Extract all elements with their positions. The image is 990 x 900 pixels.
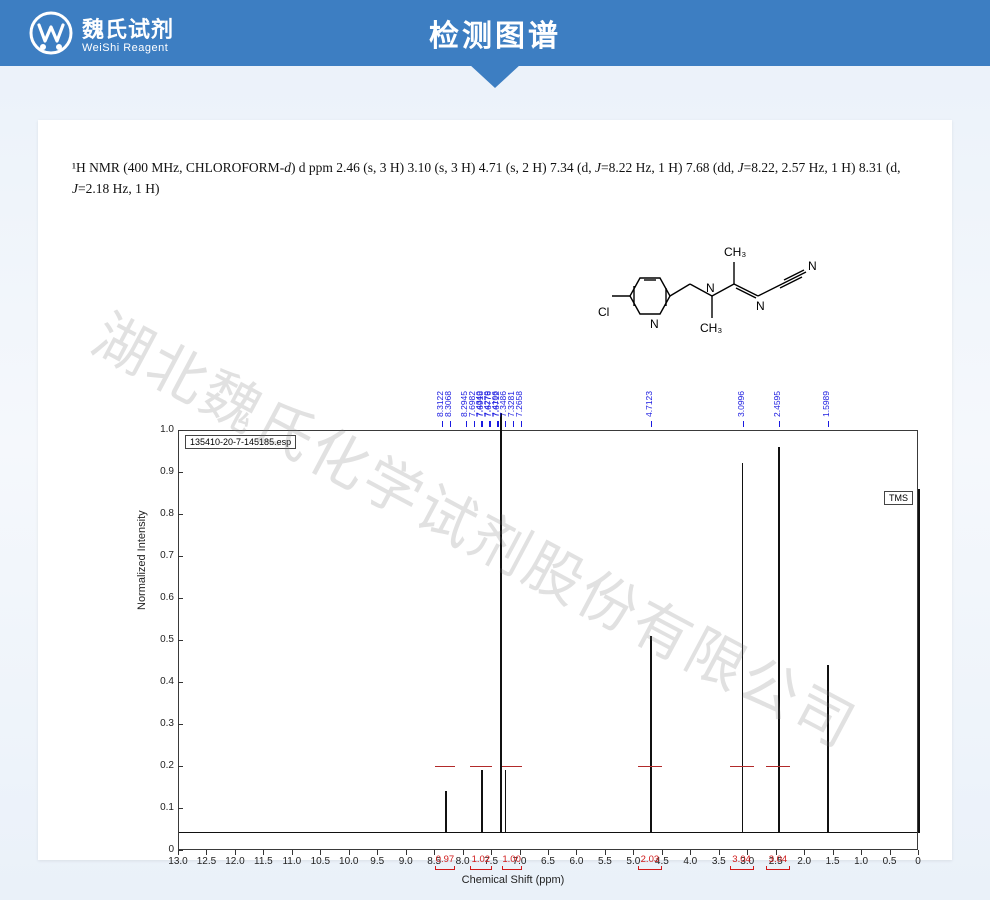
header-bar: 魏氏试剂 WeiShi Reagent 检测图谱 — [0, 0, 990, 66]
x-tick: 1.5 — [826, 856, 840, 867]
tms-label: TMS — [884, 491, 913, 505]
nmr-peak — [505, 770, 507, 833]
chem-n2: N — [706, 281, 715, 295]
y-tick: 0.5 — [150, 634, 174, 645]
x-tick: 13.0 — [168, 856, 187, 867]
peak-ppm-label: 3.0996 — [736, 391, 746, 417]
y-tick: 0.7 — [150, 550, 174, 561]
x-tick: 12.5 — [197, 856, 216, 867]
x-tick: 3.5 — [712, 856, 726, 867]
integral-value: 3.04 — [732, 854, 751, 865]
integral-value: 1.00 — [502, 854, 521, 865]
chem-n3: N — [756, 299, 765, 313]
x-tick: 9.5 — [370, 856, 384, 867]
x-tick: 1.0 — [854, 856, 868, 867]
nmr-peak — [650, 636, 652, 833]
x-tick: 10.5 — [311, 856, 330, 867]
x-tick: 8.0 — [456, 856, 470, 867]
peak-ppm-label: 8.3068 — [443, 391, 453, 417]
j2v: =8.22, 2.57 Hz, 1 H) 8.31 (d, — [744, 160, 901, 175]
nmr-caption-2: ) d ppm 2.46 (s, 3 H) 3.10 (s, 3 H) 4.71… — [291, 160, 595, 175]
x-tick: 11.0 — [282, 856, 301, 867]
x-axis-label: Chemical Shift (ppm) — [462, 874, 565, 886]
x-tick: 12.0 — [225, 856, 244, 867]
page-title: 检测图谱 — [429, 11, 561, 55]
x-tick: 11.5 — [254, 856, 273, 867]
x-tick: 0.5 — [883, 856, 897, 867]
nmr-peak — [500, 413, 502, 833]
chem-cl: Cl — [598, 305, 609, 319]
j1v: =8.22 Hz, 1 H) 7.68 (dd, — [601, 160, 738, 175]
solvent-d: d — [284, 160, 291, 175]
logo-area: 魏氏试剂 WeiShi Reagent — [0, 11, 174, 55]
chem-n1: N — [650, 317, 659, 331]
peak-ppm-label: 1.5989 — [821, 391, 831, 417]
y-tick: 0.4 — [150, 676, 174, 687]
logo-cn: 魏氏试剂 — [82, 12, 174, 44]
chem-ch3b: CH₃ — [700, 321, 722, 335]
x-tick: 2.0 — [797, 856, 811, 867]
nmr-caption: ¹H NMR (400 MHz, CHLOROFORM-d) d ppm 2.4… — [72, 158, 918, 200]
peak-ppm-label: 7.2658 — [514, 391, 524, 417]
integral-value: 2.03 — [641, 854, 660, 865]
x-tick: 4.0 — [683, 856, 697, 867]
logo-text: 魏氏试剂 WeiShi Reagent — [82, 12, 174, 54]
x-tick: 5.5 — [598, 856, 612, 867]
x-tick: 9.0 — [399, 856, 413, 867]
chemical-structure: Cl N N N N CH₃ CH₃ — [592, 214, 892, 354]
x-tick: 6.5 — [541, 856, 555, 867]
integral-value: 1.02 — [472, 854, 491, 865]
nmr-caption-1: ¹H NMR (400 MHz, CHLOROFORM- — [72, 160, 284, 175]
nmr-peak — [778, 447, 780, 833]
nmr-spectrum: Normalized Intensity 135410-20-7-145185.… — [108, 430, 918, 900]
x-tick: 10.0 — [339, 856, 358, 867]
chem-ch3a: CH₃ — [724, 245, 746, 259]
integral-value: 0.97 — [436, 854, 455, 865]
x-tick: 0 — [915, 856, 921, 867]
nmr-peak — [918, 489, 920, 833]
logo-icon — [28, 11, 74, 55]
y-tick: 0 — [150, 844, 174, 855]
j3v: =2.18 Hz, 1 H) — [78, 181, 159, 196]
x-tick: 6.0 — [570, 856, 584, 867]
chem-n4: N — [808, 259, 817, 273]
plot-box: 135410-20-7-145185.esp TMS 8.31228.30688… — [178, 430, 918, 850]
y-tick: 0.1 — [150, 802, 174, 813]
y-tick: 0.3 — [150, 718, 174, 729]
y-tick: 0.8 — [150, 508, 174, 519]
y-tick: 0.6 — [150, 592, 174, 603]
esp-file-label: 135410-20-7-145185.esp — [185, 435, 296, 449]
arrow-down-icon — [469, 64, 521, 88]
y-axis-label: Normalized Intensity — [136, 510, 148, 610]
nmr-peak — [481, 770, 483, 833]
y-tick: 0.2 — [150, 760, 174, 771]
peak-ppm-label: 2.4595 — [772, 391, 782, 417]
nmr-peak — [445, 791, 447, 833]
y-tick: 0.9 — [150, 466, 174, 477]
nmr-peak — [742, 463, 744, 833]
y-tick: 1.0 — [150, 424, 174, 435]
peak-ppm-label: 4.7123 — [644, 391, 654, 417]
integral-value: 3.04 — [769, 854, 788, 865]
report-paper: ¹H NMR (400 MHz, CHLOROFORM-d) d ppm 2.4… — [38, 120, 952, 860]
logo-en: WeiShi Reagent — [82, 42, 174, 54]
nmr-peak — [827, 665, 829, 833]
